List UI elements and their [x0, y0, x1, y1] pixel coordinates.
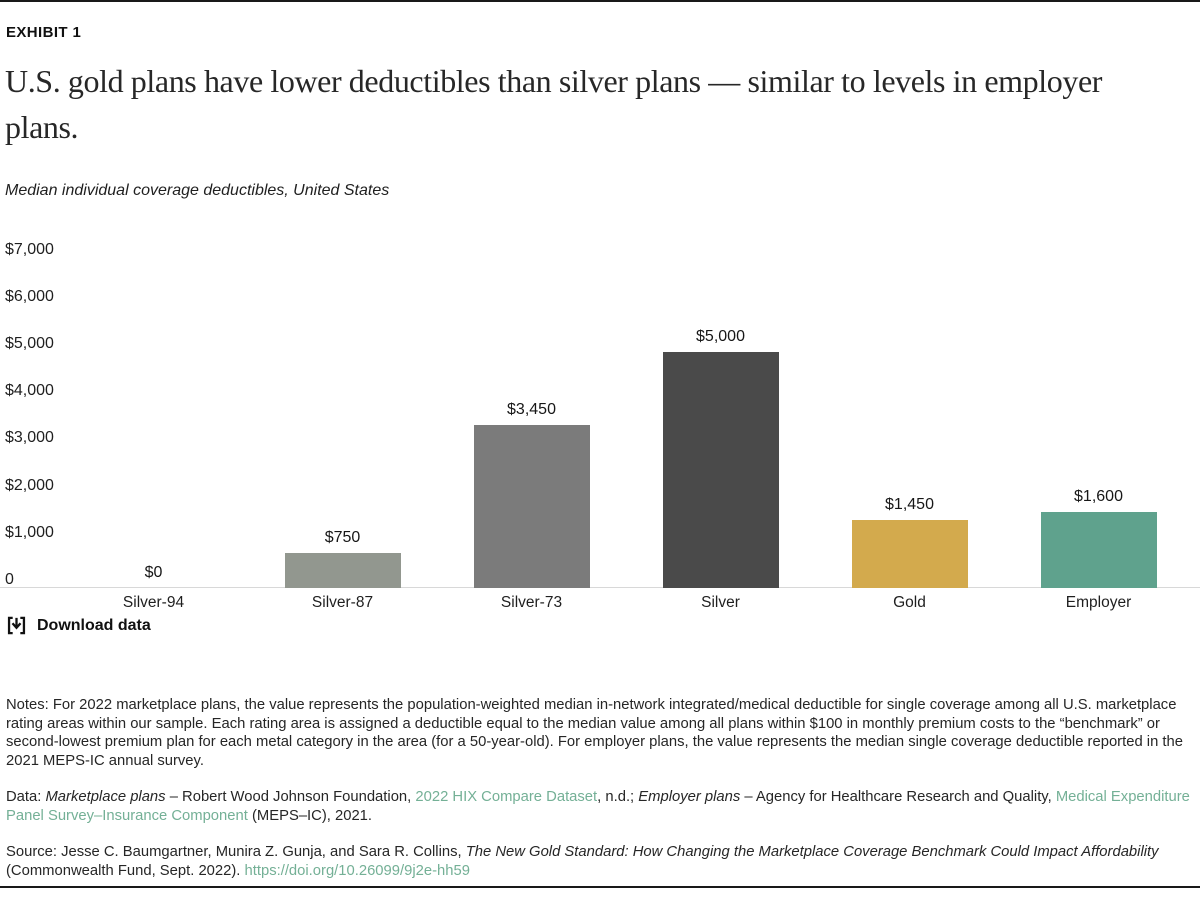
y-axis-tick-label: $1,000 [5, 523, 54, 541]
chart-subtitle: Median individual coverage deductibles, … [5, 182, 390, 199]
bar-value-label: $750 [324, 529, 361, 546]
exhibit-label: EXHIBIT 1 [6, 24, 82, 41]
x-axis-category-label: Silver-94 [122, 594, 185, 611]
y-axis-tick-label: $2,000 [5, 476, 54, 494]
bar-value-label: $1,600 [1074, 488, 1123, 505]
x-axis-line [0, 586, 1200, 588]
x-axis-category-label: Employer [1065, 594, 1132, 611]
bar-value-label: $0 [144, 564, 163, 581]
bar-silver-73 [473, 425, 590, 588]
notes-text: Notes: For 2022 marketplace plans, the v… [6, 697, 1183, 769]
x-axis-category-label: Silver [701, 594, 740, 611]
bar-gold [851, 520, 968, 588]
top-border-rule [0, 0, 1200, 2]
y-axis-tick-label: $3,000 [5, 429, 54, 447]
bar-silver [662, 352, 779, 588]
text-link[interactable]: 2022 HIX Compare Dataset [415, 789, 598, 805]
download-icon [6, 615, 27, 636]
data-source-text: Data: Marketplace plans – Robert Wood Jo… [6, 788, 1196, 825]
bottom-border-rule [0, 886, 1200, 888]
text-segment: , n.d.; [597, 789, 639, 805]
y-axis-tick-label: 0 [5, 571, 14, 588]
bar-value-label: $1,450 [885, 496, 934, 513]
text-segment: Source: Jesse C. Baumgartner, Munira Z. … [6, 844, 466, 860]
download-data-button[interactable]: Download data [6, 615, 151, 636]
x-axis-category-label: Silver-73 [500, 594, 563, 611]
y-axis-tick-label: $7,000 [5, 240, 54, 258]
text-link[interactable]: https://doi.org/10.26099/9j2e-hh59 [244, 862, 470, 879]
italic-text: Employer plans [638, 789, 741, 805]
italic-text: The New Gold Standard: How Changing the … [465, 844, 1159, 860]
bar-value-label: $5,000 [696, 328, 745, 345]
download-label: Download data [37, 616, 151, 634]
x-axis-category-label: Silver-87 [311, 594, 374, 611]
bar-value-label: $3,450 [507, 401, 556, 418]
text-segment: – Agency for Healthcare Research and Qua… [740, 789, 1056, 805]
text-segment: (MEPS–IC), 2021. [247, 807, 373, 824]
text-segment: (Commonwealth Fund, Sept. 2022). [6, 862, 245, 879]
y-axis-tick-label: $6,000 [5, 287, 54, 305]
page-title: U.S. gold plans have lower deductibles t… [5, 63, 1103, 145]
x-axis-category-label: Gold [893, 594, 926, 611]
italic-text: Marketplace plans [45, 789, 166, 805]
text-link[interactable]: Medical Expenditure Panel Survey–Insuran… [6, 789, 1190, 824]
text-segment: – Robert Wood Johnson Foundation, [165, 789, 416, 805]
bar-chart: $7,000 $6,000 $5,000 $4,000 $3,000 $2,000 $1,0… [0, 230, 1200, 616]
bar-employer [1040, 512, 1157, 588]
y-axis-tick-label: $4,000 [5, 382, 54, 400]
text-segment: Data: [6, 789, 46, 805]
bar-silver-87 [284, 553, 401, 588]
citation-text: Source: Jesse C. Baumgartner, Munira Z. … [6, 843, 1196, 880]
y-axis-tick-label: $5,000 [5, 335, 54, 352]
